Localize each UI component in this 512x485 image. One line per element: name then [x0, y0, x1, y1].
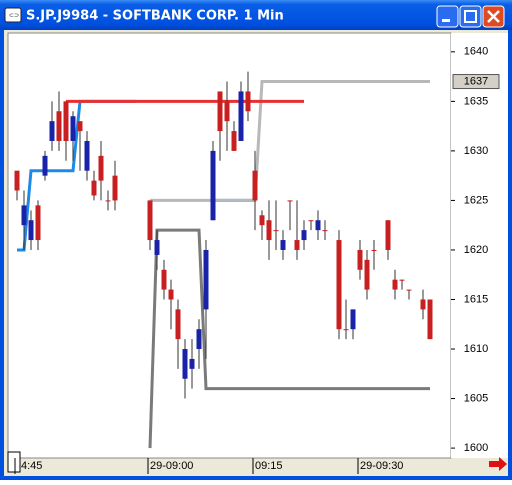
candle-body [161, 269, 167, 290]
candle-body [175, 309, 181, 340]
candle-body [42, 155, 48, 176]
candle-body [28, 220, 34, 241]
maximize-button[interactable] [459, 5, 482, 28]
scroll-box[interactable] [7, 451, 21, 473]
close-button[interactable] [482, 5, 505, 28]
candle-body [336, 240, 342, 330]
y-tick-label: 1600 [464, 442, 488, 454]
chart: 1600 1605 1610 1615 1620 1625 1630 1635 1640 1637… [14, 46, 500, 474]
candle-body [112, 175, 118, 201]
y-tick-label: 1615 [464, 293, 488, 305]
candle-body [189, 358, 195, 369]
candle-body [168, 289, 174, 300]
candle-body [357, 249, 363, 270]
candle-body [147, 200, 153, 241]
y-tick-label: 1625 [464, 194, 488, 206]
last-price-box [452, 74, 500, 90]
y-tick-label: 1630 [464, 145, 488, 157]
y-tick-label: 1610 [464, 343, 488, 355]
minimize-button[interactable] [436, 5, 459, 28]
app-icon [4, 7, 22, 23]
y-tick-label: 1620 [464, 244, 488, 256]
candle-body [350, 309, 356, 330]
candle-body [84, 140, 90, 171]
candle-body [224, 101, 230, 122]
y-tick-label: 1635 [464, 95, 488, 107]
candle-body [21, 205, 27, 226]
candle-body [385, 220, 391, 250]
title-bar [0, 0, 512, 30]
candle-body [259, 215, 265, 226]
app-icon-glyph: ⊂⊃ [9, 13, 19, 19]
candle-body [301, 230, 307, 241]
candle-body [406, 289, 412, 291]
candle-body [294, 240, 300, 250]
candle-body [182, 349, 188, 379]
window-title: S.JP.J9984 - SOFTBANK CORP. 1 Min [26, 9, 284, 24]
candle-body [196, 329, 202, 350]
candle-body [49, 121, 55, 141]
candle-body [420, 299, 426, 310]
candle-body [252, 170, 258, 201]
candle-body [70, 116, 76, 141]
candle-body [371, 249, 377, 251]
x-tick-label: 09:15 [255, 460, 283, 472]
candle-body [266, 220, 272, 241]
last-price-label: 1637 [464, 75, 488, 87]
candle-body [154, 240, 160, 255]
candle-body [287, 200, 293, 202]
candle-body [98, 155, 104, 181]
candle-body [77, 121, 83, 132]
x-tick-label: 4:45 [21, 460, 42, 472]
candle-body [427, 299, 433, 340]
candle-body [210, 150, 216, 221]
candle-body [203, 249, 209, 310]
candle-body [315, 220, 321, 231]
candle-body [56, 111, 62, 141]
indicator-line [148, 228, 430, 449]
candle-body [245, 91, 251, 112]
candle-body [35, 205, 41, 241]
candle-body [399, 279, 405, 281]
candle-body [280, 240, 286, 250]
candle-body [14, 170, 20, 191]
x-tick-label: 29-09:00 [150, 460, 193, 472]
scroll-right-arrow[interactable] [489, 457, 507, 471]
y-tick-label: 1605 [464, 392, 488, 404]
candle-body [343, 329, 349, 331]
indicator-line [150, 80, 430, 202]
candle-body [105, 200, 111, 202]
candle-body [273, 230, 279, 232]
candle-body [392, 279, 398, 290]
y-tick-label: 1640 [464, 46, 488, 58]
candle-body [364, 259, 370, 290]
candle-body [322, 230, 328, 232]
x-tick-label: 29-09:30 [360, 460, 403, 472]
candle-body [91, 180, 97, 196]
candle-body [238, 91, 244, 141]
candle-body [308, 220, 314, 222]
candle-body [63, 101, 69, 141]
candle-body [217, 91, 223, 132]
plot-area [7, 32, 452, 459]
price-axis [451, 33, 508, 458]
candle-body [231, 131, 237, 151]
